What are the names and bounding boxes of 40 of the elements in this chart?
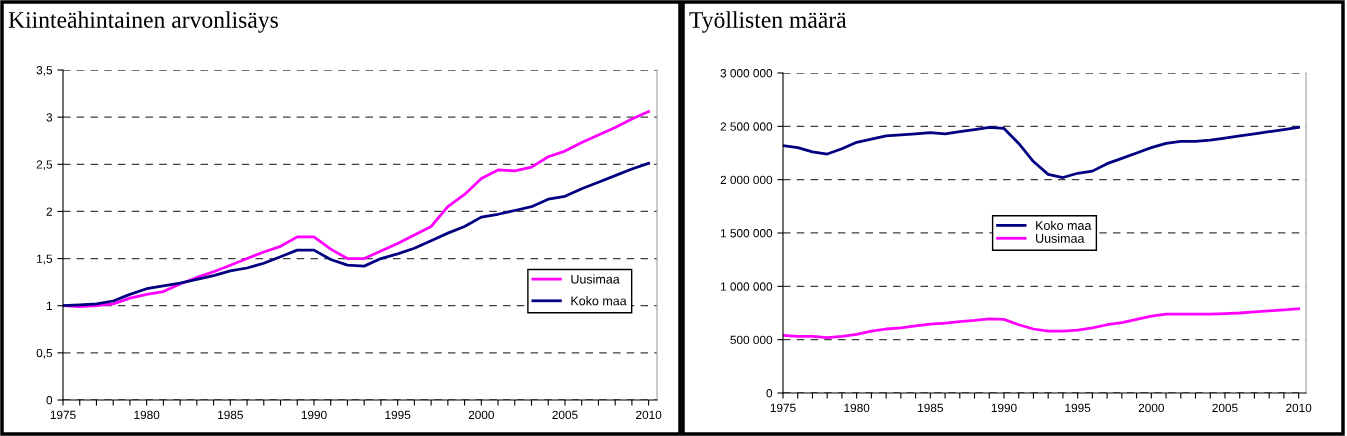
y-tick-label: 3,5 (36, 66, 53, 76)
y-tick-label: 1 (46, 301, 53, 310)
y-tick-label: 2 500 000 (720, 122, 773, 131)
line-series (783, 307, 1301, 339)
x-tick-label: 2005 (552, 410, 578, 420)
x-tick-label: 2000 (1138, 403, 1164, 413)
x-tick-label: 2010 (1286, 403, 1312, 413)
y-tick-label: 3 (46, 113, 53, 122)
x-tick-label: 1975 (770, 403, 796, 413)
x-tick-label: 2005 (1212, 403, 1238, 413)
y-tick-label: 3 000 000 (720, 69, 773, 78)
y-tick-label: 0 (46, 396, 53, 405)
y-tick-label: 1,5 (37, 254, 53, 265)
x-tick-label: 1995 (385, 410, 411, 420)
x-tick-label: 1990 (991, 403, 1017, 413)
x-tick-label: 2010 (636, 410, 662, 420)
y-tick-label: 0 (766, 389, 773, 398)
x-tick-label: 1980 (844, 403, 870, 413)
legend-label: Uusimaa (571, 274, 620, 284)
line-series (783, 126, 1301, 179)
x-tick-label: 1975 (50, 410, 76, 420)
legend-label: Koko maa (571, 296, 627, 306)
legend-label: Koko maa (1036, 220, 1092, 230)
y-tick-label: 0,5 (36, 348, 53, 359)
x-tick-label: 2000 (468, 410, 494, 420)
x-tick-label: 1995 (1065, 403, 1091, 413)
chart-title: Kiinteähintainen arvonlisäys (8, 11, 278, 33)
y-tick-label: 2,5 (36, 160, 53, 171)
x-tick-label: 1985 (918, 403, 943, 413)
line-series (63, 161, 651, 308)
chart-title: Työllisten määrä (689, 11, 847, 33)
y-tick-label: 2 000 000 (720, 175, 773, 185)
x-tick-label: 1980 (134, 410, 160, 420)
y-tick-label: 1 500 000 (720, 229, 773, 238)
y-tick-label: 2 (46, 207, 52, 216)
x-tick-label: 1990 (301, 410, 327, 420)
y-tick-label: 500 000 (730, 335, 773, 345)
y-tick-label: 1 000 000 (720, 282, 773, 291)
x-tick-label: 1985 (218, 410, 243, 420)
legend-label: Uusimaa (1036, 233, 1085, 243)
